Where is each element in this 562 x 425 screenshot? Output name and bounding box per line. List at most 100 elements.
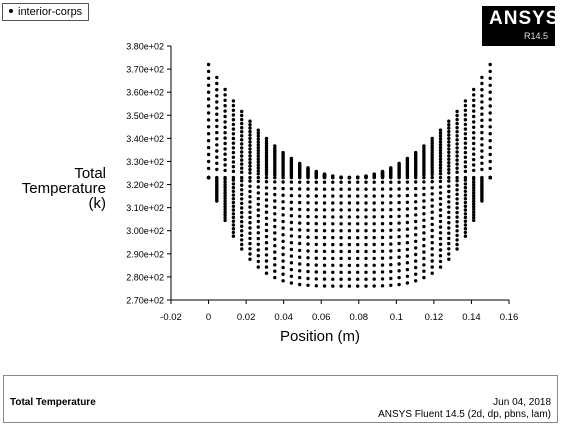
data-point: [347, 194, 352, 198]
data-point: [430, 210, 434, 214]
data-point: [231, 132, 236, 136]
legend-marker: [9, 9, 13, 14]
data-point: [231, 160, 236, 164]
data-point: [430, 234, 434, 239]
data-point: [397, 207, 401, 212]
data-point: [389, 180, 393, 184]
data-point: [397, 235, 401, 239]
data-point: [447, 143, 451, 148]
data-point: [322, 256, 327, 261]
data-point: [389, 214, 393, 219]
x-tick-label: 0.12: [425, 312, 444, 323]
data-point: [438, 137, 443, 141]
data-point: [231, 193, 236, 197]
data-point: [422, 244, 426, 248]
data-point: [248, 150, 252, 154]
data-point: [264, 172, 269, 177]
data-point: [380, 256, 385, 260]
data-point: [331, 194, 335, 198]
data-point: [248, 257, 252, 261]
data-point: [455, 138, 459, 142]
data-point: [231, 208, 236, 212]
data-point: [380, 201, 385, 205]
data-point: [347, 236, 352, 240]
data-point: [480, 143, 484, 147]
data-point: [455, 215, 459, 219]
data-point: [223, 157, 227, 162]
data-point: [472, 207, 476, 212]
data-point: [455, 206, 459, 210]
data-point: [422, 237, 426, 241]
data-point: [248, 129, 252, 134]
data-point: [463, 193, 468, 197]
data-point: [414, 213, 418, 217]
data-point: [206, 139, 211, 143]
data-point: [331, 222, 335, 226]
data-point: [438, 196, 443, 201]
data-point: [223, 185, 227, 190]
data-point: [438, 214, 443, 218]
data-point: [273, 224, 277, 229]
y-tick-label: 3.30e+02: [126, 157, 164, 167]
data-point: [289, 254, 294, 258]
data-point: [347, 175, 352, 180]
data-point: [372, 229, 376, 233]
data-point: [447, 231, 451, 235]
data-point: [256, 166, 260, 170]
data-point: [463, 189, 468, 193]
y-tick-label: 2.70e+02: [126, 296, 164, 306]
y-tick-label: 3.20e+02: [126, 180, 164, 190]
data-point: [347, 208, 352, 212]
data-point: [206, 76, 211, 81]
data-point: [256, 145, 260, 150]
data-point: [472, 157, 476, 162]
data-point: [256, 202, 260, 206]
data-point: [455, 179, 459, 183]
data-point: [223, 199, 227, 203]
data-point: [223, 120, 227, 124]
data-point: [455, 142, 459, 146]
data-point: [281, 272, 285, 276]
data-point: [389, 269, 393, 274]
data-point: [264, 141, 269, 145]
data-point: [322, 222, 327, 226]
data-point: [405, 187, 410, 191]
data-point: [306, 256, 310, 260]
data-point: [223, 114, 227, 119]
data-point: [463, 208, 468, 212]
data-point: [356, 242, 360, 247]
data-point: [289, 247, 294, 252]
data-point: [438, 128, 443, 132]
data-point: [347, 263, 352, 268]
data-point: [256, 163, 260, 167]
data-point: [248, 167, 252, 172]
data-point: [463, 212, 468, 216]
data-point: [339, 277, 343, 281]
data-point: [364, 180, 368, 184]
data-point: [281, 259, 285, 263]
data-point: [281, 279, 285, 283]
data-point: [430, 158, 434, 162]
data-point: [215, 161, 219, 165]
data-point: [422, 275, 426, 280]
data-point: [289, 234, 294, 238]
data-point: [339, 256, 343, 261]
data-point: [331, 242, 335, 247]
data-point: [281, 200, 285, 204]
data-point: [281, 239, 285, 243]
data-point: [331, 229, 335, 233]
data-point: [447, 241, 451, 246]
data-point: [223, 210, 227, 214]
data-point: [405, 180, 410, 184]
y-tick-label: 3.40e+02: [126, 134, 164, 144]
x-tick-label: 0.16: [500, 312, 519, 323]
data-point: [480, 137, 484, 141]
data-point: [273, 205, 277, 210]
data-point: [414, 206, 418, 211]
data-point: [264, 165, 269, 169]
data-point: [206, 90, 211, 94]
data-point: [414, 279, 418, 283]
data-point: [422, 175, 426, 180]
data-point: [273, 173, 277, 177]
y-tick-label: 3.50e+02: [126, 111, 164, 121]
